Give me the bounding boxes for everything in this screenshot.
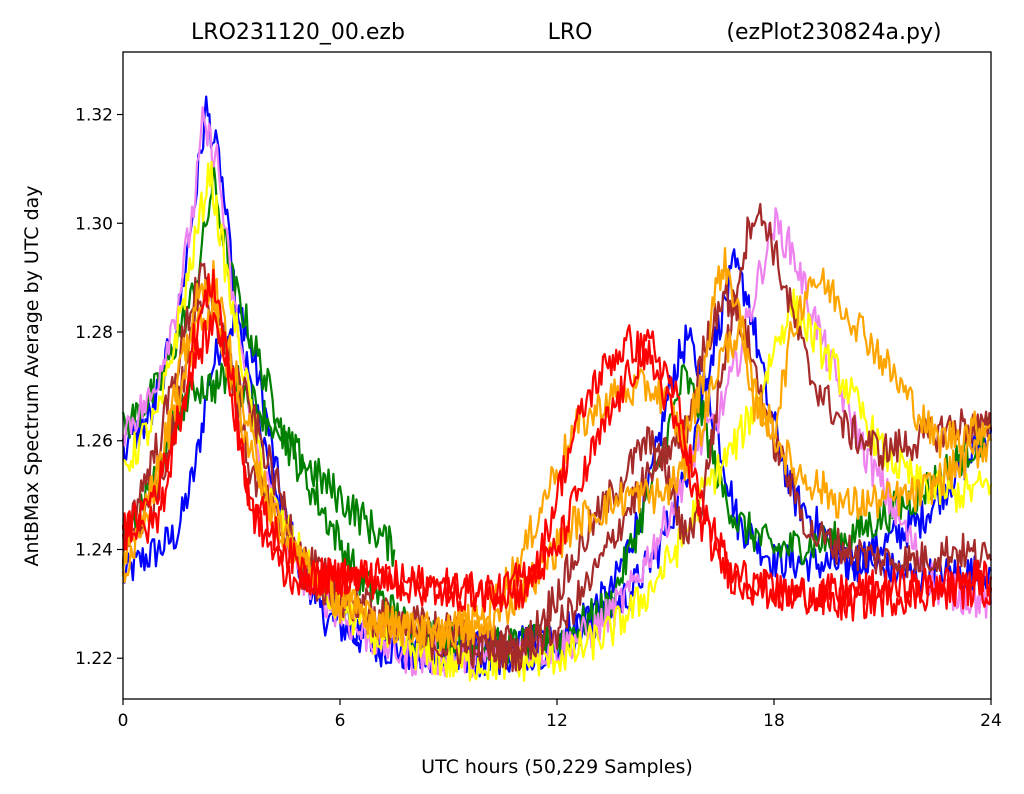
x-tick-label: 18 — [763, 711, 785, 731]
y-tick-label: 1.26 — [75, 432, 113, 452]
series-line-10 — [121, 288, 993, 650]
series-layer — [121, 95, 993, 682]
y-tick-label: 1.32 — [75, 106, 113, 126]
series-line-8 — [121, 276, 993, 663]
x-tick-label: 0 — [118, 711, 129, 731]
chart-title: LRO231120_00.ezb LRO (ezPlot230824a.py) — [191, 20, 942, 45]
x-tick-label: 24 — [980, 711, 1002, 731]
x-tick-label: 12 — [546, 711, 568, 731]
y-tick-label: 1.22 — [75, 649, 113, 669]
x-tick-label: 6 — [335, 711, 346, 731]
x-axis-label: UTC hours (50,229 Samples) — [421, 756, 693, 778]
title-script: (ezPlot230824a.py) — [726, 20, 941, 45]
title-filename: LRO231120_00.ezb — [191, 20, 405, 45]
y-axis-label: AntBMax Spectrum Average by UTC day — [21, 185, 43, 566]
y-tick-label: 1.30 — [75, 214, 113, 234]
series-line-12 — [121, 312, 993, 622]
title-site: LRO — [548, 20, 593, 45]
series-line-3 — [121, 161, 993, 666]
axes-layer: 0 6 12 18 24 1.22 1.24 1.26 1.28 1.30 1.32 — [75, 106, 1002, 731]
y-tick-label: 1.28 — [75, 323, 113, 343]
y-tick-label: 1.24 — [75, 540, 113, 560]
series-line-11 — [121, 268, 993, 614]
